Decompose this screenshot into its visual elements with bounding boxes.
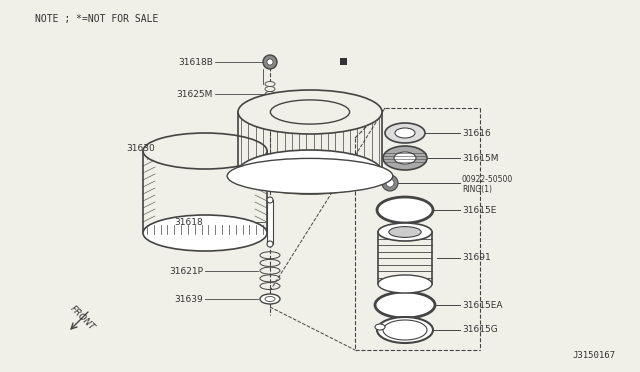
Ellipse shape	[382, 175, 398, 191]
Ellipse shape	[227, 158, 393, 193]
Ellipse shape	[265, 87, 275, 92]
Text: 31691: 31691	[462, 253, 491, 263]
Text: 31615E: 31615E	[462, 205, 497, 215]
Ellipse shape	[395, 128, 415, 138]
Ellipse shape	[265, 96, 275, 102]
Ellipse shape	[394, 152, 416, 164]
Ellipse shape	[260, 294, 280, 304]
Ellipse shape	[389, 227, 421, 237]
Text: FRONT: FRONT	[68, 304, 96, 332]
Text: RING(1): RING(1)	[462, 185, 492, 193]
Ellipse shape	[267, 59, 273, 65]
Ellipse shape	[267, 197, 273, 203]
Ellipse shape	[375, 292, 435, 318]
Text: 31621P: 31621P	[169, 266, 203, 276]
Text: 31616: 31616	[462, 128, 491, 138]
Ellipse shape	[265, 92, 275, 96]
Text: 31639: 31639	[174, 295, 203, 304]
Text: 31630: 31630	[126, 144, 155, 153]
Ellipse shape	[378, 223, 432, 241]
Ellipse shape	[238, 150, 382, 194]
Ellipse shape	[377, 317, 433, 343]
Text: 31618: 31618	[174, 218, 203, 227]
Ellipse shape	[265, 296, 275, 301]
Ellipse shape	[265, 81, 275, 87]
Ellipse shape	[383, 320, 427, 340]
Ellipse shape	[270, 100, 349, 124]
Bar	[267, 200, 273, 244]
Text: 31615G: 31615G	[462, 326, 498, 334]
Ellipse shape	[385, 123, 425, 143]
Ellipse shape	[238, 90, 382, 134]
Ellipse shape	[386, 179, 394, 187]
Text: 00922-50500: 00922-50500	[462, 174, 513, 183]
Text: 31618B: 31618B	[178, 58, 213, 67]
Ellipse shape	[377, 197, 433, 223]
Text: NOTE ; *=NOT FOR SALE: NOTE ; *=NOT FOR SALE	[35, 14, 158, 24]
Ellipse shape	[267, 241, 273, 247]
Bar	[340, 58, 347, 65]
Ellipse shape	[263, 55, 277, 69]
Text: J3150167: J3150167	[572, 351, 615, 360]
Ellipse shape	[383, 146, 427, 170]
Text: 31615M: 31615M	[462, 154, 499, 163]
Text: 31625M: 31625M	[177, 90, 213, 99]
Ellipse shape	[265, 102, 275, 106]
Ellipse shape	[375, 324, 385, 330]
Ellipse shape	[378, 275, 432, 293]
Ellipse shape	[143, 133, 267, 169]
Text: 31615EA: 31615EA	[462, 301, 502, 310]
Ellipse shape	[270, 160, 349, 184]
Ellipse shape	[143, 215, 267, 251]
